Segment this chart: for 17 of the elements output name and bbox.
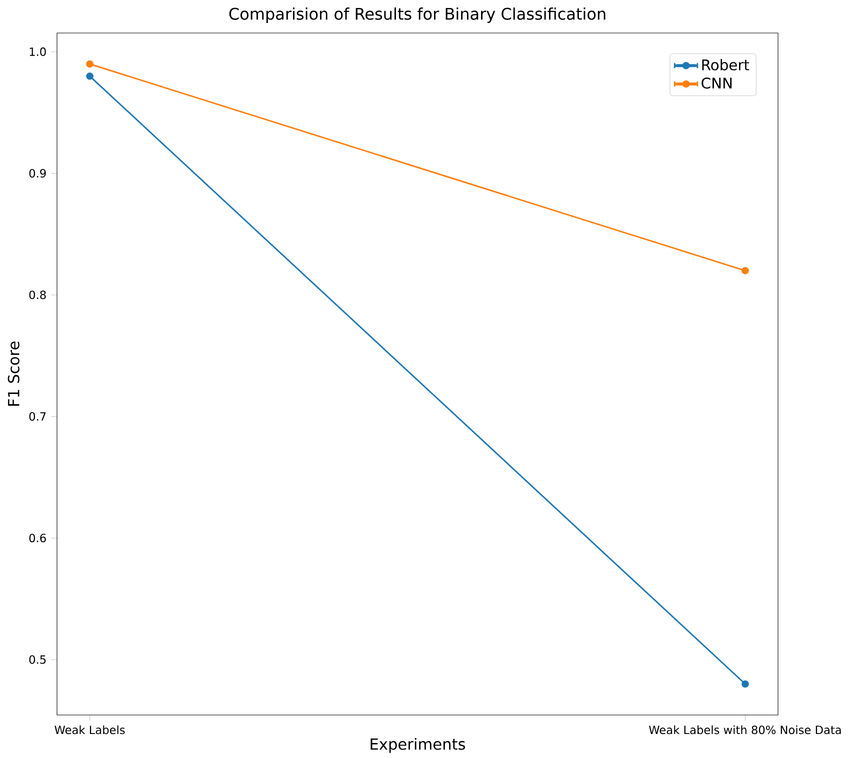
y-tick-label: 1.0 (30, 47, 46, 56)
point (742, 680, 749, 688)
legend-label: Robert (702, 59, 750, 70)
point (742, 267, 749, 274)
y-tick-label: 0.5 (29, 655, 46, 664)
legend-label: CNN (702, 78, 732, 89)
point (86, 72, 94, 80)
x-axis-title: Experiments (370, 738, 466, 753)
chart-title: Comparision of Results for Binary Classification (229, 7, 606, 23)
x-tick-label: Weak Labels with 80% Noise Data (648, 725, 841, 734)
x-tick-label: Weak Labels (54, 725, 125, 734)
y-tick-label: 0.8 (29, 290, 46, 300)
y-axis-title: F1 Score (8, 342, 20, 406)
y-tick-label: 0.7 (29, 412, 46, 421)
y-tick-label: 0.6 (29, 534, 46, 542)
point (86, 60, 94, 68)
y-tick-label: 0.9 (29, 169, 46, 178)
